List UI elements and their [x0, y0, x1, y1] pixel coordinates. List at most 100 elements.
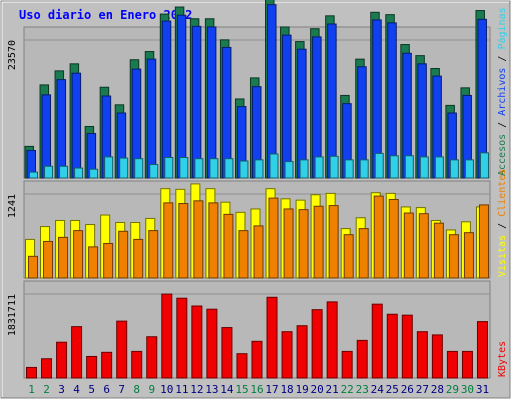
bar-clientes-day-4	[73, 230, 84, 279]
bar-clientes-day-16	[253, 225, 264, 279]
x-tick-label-day-29: 29	[446, 383, 459, 396]
x-tick-label-day-27: 27	[416, 383, 429, 396]
bar-archivos-day-19	[297, 48, 307, 179]
x-tick-label-day-3: 3	[58, 383, 65, 396]
bar-paginas-day-24	[374, 152, 384, 179]
bar-clientes-day-30-body	[463, 232, 474, 279]
bar-archivos-day-3-body	[56, 79, 67, 179]
bar-kbytes-day-21	[326, 301, 338, 379]
bar-clientes-day-18-body	[283, 208, 294, 279]
legend-bottom: KBytes	[497, 341, 508, 377]
bar-kbytes-day-9	[146, 336, 158, 379]
bar-paginas-day-28-body	[434, 156, 444, 179]
bar-kbytes-day-3-body	[56, 341, 68, 379]
bar-kbytes-day-19	[296, 325, 308, 379]
bar-paginas-day-15-body	[239, 160, 249, 179]
bar-clientes-day-24-body	[373, 195, 384, 279]
x-tick-label-day-6: 6	[103, 383, 110, 396]
bar-paginas-day-22	[344, 159, 354, 179]
bar-paginas-day-27	[419, 156, 429, 179]
panel-3-max-label: 1831711	[7, 294, 18, 336]
panel-3: 1831711	[7, 280, 491, 379]
bar-paginas-day-19	[299, 159, 309, 179]
panels-layer: 23570 1241 1831711	[7, 0, 491, 379]
bar-paginas-day-3-body	[59, 165, 69, 179]
bar-paginas-day-25-body	[389, 155, 399, 179]
bar-clientes-day-29	[448, 234, 459, 279]
bar-kbytes-day-10-body	[161, 293, 173, 379]
bar-kbytes-day-17-body	[266, 296, 278, 379]
bar-archivos-day-13-body	[206, 26, 217, 179]
bar-clientes-day-7-body	[118, 230, 129, 279]
bar-paginas-day-5-body	[89, 168, 99, 179]
x-tick-label-day-2: 2	[43, 383, 50, 396]
panel-1-max-label: 23570	[7, 40, 18, 70]
bar-kbytes-day-31-body	[476, 321, 488, 379]
bar-clientes-day-11-body	[178, 203, 189, 279]
bar-clientes-day-28	[433, 222, 444, 279]
bar-paginas-day-23	[359, 159, 369, 179]
bar-clientes-day-26	[403, 212, 414, 279]
bar-kbytes-day-19-body	[296, 325, 308, 379]
x-tick-label-day-19: 19	[295, 383, 308, 396]
bar-kbytes-day-14-body	[221, 327, 233, 379]
x-tick-label-day-30: 30	[461, 383, 474, 396]
x-tick-label-day-17: 17	[265, 383, 278, 396]
bar-kbytes-day-2-body	[41, 358, 53, 379]
legend-top: Accesos / Archivos / Páginas	[496, 7, 508, 176]
bar-clientes-day-17-body	[268, 197, 279, 279]
legend-top-item-1: Archivos	[497, 68, 508, 116]
bar-paginas-day-16	[254, 159, 264, 179]
bar-kbytes-day-26	[401, 314, 413, 379]
x-tick-label-day-15: 15	[235, 383, 248, 396]
bar-paginas-day-21	[329, 155, 339, 179]
bar-clientes-day-15	[238, 230, 249, 279]
bar-archivos-day-3	[56, 79, 67, 179]
bar-paginas-day-22-body	[344, 159, 354, 179]
bar-kbytes-day-18-body	[281, 331, 293, 379]
bar-kbytes-day-3	[56, 341, 68, 379]
bar-clientes-day-10	[163, 202, 174, 279]
bar-clientes-day-25-body	[388, 198, 399, 279]
bar-clientes-day-19	[298, 209, 309, 279]
bar-paginas-day-5	[89, 168, 99, 179]
x-tick-label-day-26: 26	[401, 383, 414, 396]
x-tick-label-day-23: 23	[356, 383, 369, 396]
x-tick-label-day-1: 1	[28, 383, 35, 396]
bar-clientes-day-2	[43, 240, 54, 279]
legend-top-separator: /	[497, 116, 508, 134]
bar-paginas-day-6	[104, 156, 114, 179]
bar-clientes-day-8-body	[133, 238, 144, 279]
bar-paginas-day-1-body	[29, 171, 38, 179]
panel-2: 1241	[7, 180, 491, 279]
bar-clientes-day-31	[478, 204, 489, 279]
chart-title: Uso diario en Enero 2022	[19, 8, 192, 22]
bar-kbytes-day-8	[131, 350, 143, 379]
legend-top-item-2: Páginas	[496, 7, 508, 49]
bar-paginas-day-26-body	[404, 155, 414, 179]
bar-kbytes-day-31	[476, 321, 488, 379]
bar-clientes-day-17	[268, 197, 279, 279]
bar-kbytes-day-25-body	[386, 313, 398, 379]
bar-kbytes-day-1	[26, 366, 37, 379]
bar-archivos-day-19-body	[297, 48, 307, 179]
bar-clientes-day-6-body	[103, 242, 114, 279]
bar-clientes-day-1-body	[28, 255, 38, 279]
bar-paginas-day-19-body	[299, 159, 309, 179]
bar-paginas-day-21-body	[329, 155, 339, 179]
bar-clientes-day-23	[358, 228, 369, 279]
bar-paginas-day-11	[179, 157, 189, 179]
bar-kbytes-day-6	[101, 351, 113, 379]
bar-kbytes-day-4	[71, 326, 83, 379]
bar-clientes-day-15-body	[238, 230, 249, 279]
bar-kbytes-day-27-body	[416, 331, 428, 379]
bar-paginas-day-4	[74, 167, 84, 179]
x-tick-label-day-12: 12	[190, 383, 203, 396]
bar-kbytes-day-2	[41, 358, 53, 379]
bar-archivos-day-4	[71, 72, 82, 179]
bar-clientes-day-7	[118, 230, 129, 279]
bar-archivos-day-11-body	[176, 14, 187, 179]
bar-archivos-day-17	[267, 4, 277, 179]
bar-paginas-day-14-body	[224, 158, 234, 179]
